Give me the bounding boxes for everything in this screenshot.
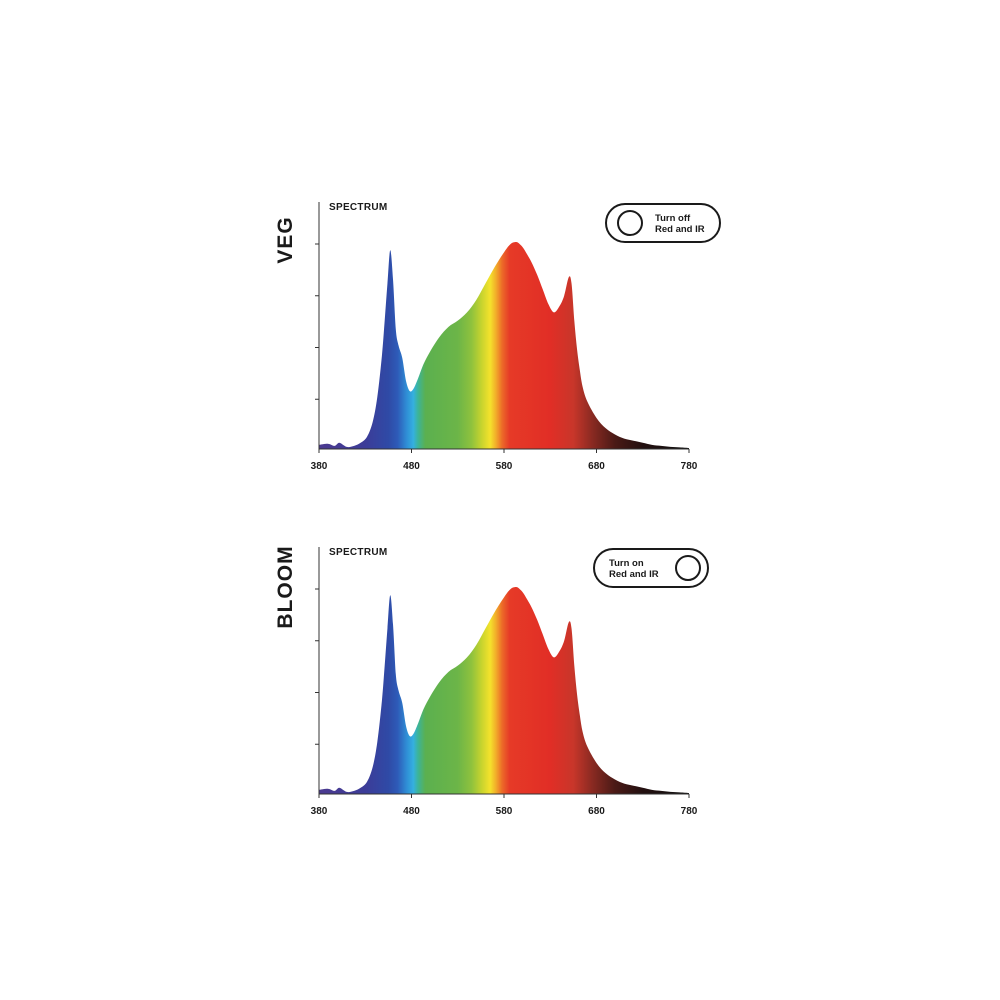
x-tick-label: 780 (681, 806, 698, 817)
x-tick-label: 580 (496, 461, 513, 472)
toggle-label: Turn off Red and IR (655, 213, 705, 235)
x-tick-label: 780 (681, 461, 698, 472)
spectrum-title: SPECTRUM (329, 547, 388, 558)
x-tick-label: 580 (496, 806, 513, 817)
toggle-knob (617, 210, 643, 236)
spectrum-area (319, 587, 689, 794)
red-ir-toggle[interactable]: Turn off Red and IR (605, 203, 721, 243)
spectrum-chart: 380 480 580 680 780 (311, 547, 698, 817)
x-tick-label: 680 (588, 806, 605, 817)
toggle-label: Turn on Red and IR (609, 558, 659, 580)
x-tick-label: 380 (311, 461, 328, 472)
toggle-label-line2: Red and IR (609, 569, 659, 580)
spectrum-title: SPECTRUM (329, 202, 388, 213)
toggle-label-line1: Turn on (609, 558, 644, 569)
toggle-label-line1: Turn off (655, 213, 691, 224)
bloom-panel: BLOOM SPECTRUM Turn on Red and IR 380 480… (0, 535, 1000, 835)
red-ir-toggle[interactable]: Turn on Red and IR (593, 548, 709, 588)
x-tick-label: 480 (403, 806, 420, 817)
spectrum-chart: 380 480 580 680 780 (311, 202, 698, 472)
x-tick-label: 680 (588, 461, 605, 472)
x-tick-label: 480 (403, 461, 420, 472)
toggle-knob (675, 555, 701, 581)
toggle-label-line2: Red and IR (655, 224, 705, 235)
x-tick-label: 380 (311, 806, 328, 817)
spectrum-area (319, 242, 689, 449)
veg-panel: VEG SPECTRUM Turn off Red and IR 380 480 5… (0, 190, 1000, 490)
